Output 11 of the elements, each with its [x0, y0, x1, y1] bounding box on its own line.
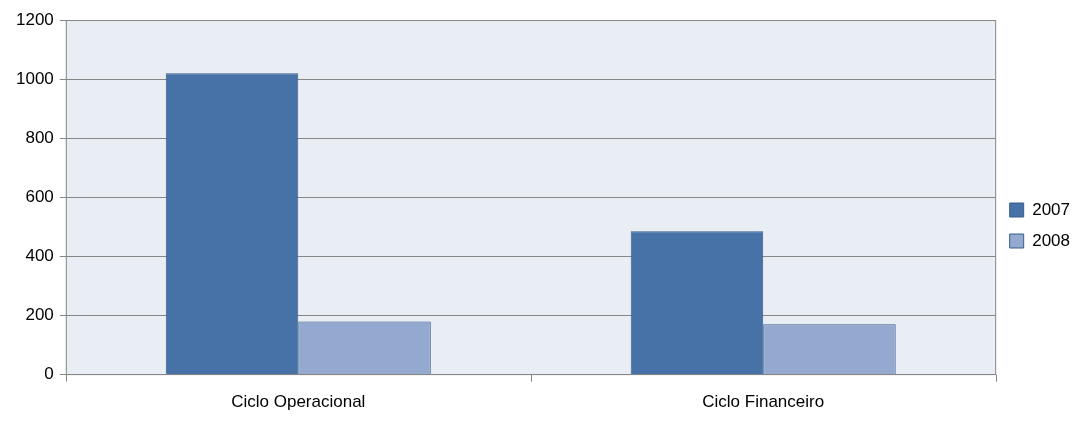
legend-label: 2008 — [1032, 230, 1071, 250]
x-tick-label: Ciclo Financeiro — [702, 392, 825, 412]
y-tick-label: 800 — [25, 127, 54, 147]
y-tick-label: 0 — [44, 364, 54, 384]
y-tick-label: 600 — [25, 186, 54, 206]
legend-label: 2007 — [1032, 199, 1071, 219]
y-tick-label: 1000 — [15, 68, 54, 88]
y-tick-label: 400 — [25, 246, 54, 266]
y-tick-label: 200 — [25, 305, 54, 325]
x-tick-label: Ciclo Operacional — [231, 392, 366, 412]
y-tick-label: 1200 — [15, 9, 54, 29]
